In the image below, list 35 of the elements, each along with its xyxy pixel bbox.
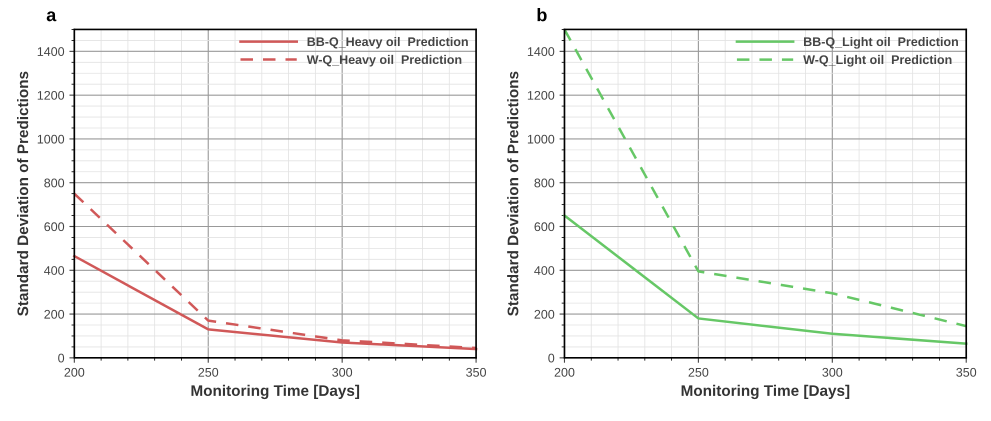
x-tick-label: 300 [332, 368, 352, 377]
y-tick-label: 1000 [38, 134, 64, 144]
y-tick-label: 200 [534, 310, 554, 319]
legend-label: W-Q_Heavy oil Prediction [306, 54, 462, 67]
y-tick-label: 1400 [38, 47, 64, 56]
y-axis-title: Standard Deviation of Predictions [17, 72, 28, 316]
y-tick-label: 0 [58, 354, 64, 362]
y-tick-label: 1200 [528, 90, 554, 100]
chart-title: a [46, 11, 56, 22]
y-tick-label: 1400 [528, 47, 554, 56]
y-tick-label: 600 [44, 222, 64, 232]
y-tick-label: 800 [534, 178, 554, 188]
y-tick-label: 0 [548, 354, 554, 362]
line-series [563, 214, 968, 345]
x-tick-label: 250 [688, 368, 708, 377]
chart-title: b [538, 8, 547, 22]
y-tick-label: 1200 [38, 90, 64, 100]
x-tick-label: 350 [466, 368, 486, 377]
x-tick-label: 350 [956, 368, 976, 377]
y-tick-label: 1000 [528, 134, 554, 144]
y-tick-label: 800 [44, 178, 64, 188]
y-tick-label: 400 [44, 266, 64, 275]
legend-label: W-Q_Light oil Prediction [803, 54, 952, 67]
x-tick-label: 200 [64, 368, 84, 377]
x-axis-title: Monitoring Time [Days] [191, 384, 360, 400]
x-axis-title: Monitoring Time [Days] [682, 384, 850, 400]
y-tick-label: 600 [534, 222, 554, 232]
legend-label: BB-Q_Light oil Prediction [804, 36, 958, 49]
x-tick-label: 200 [554, 368, 574, 377]
x-tick-label: 250 [198, 368, 218, 377]
y-axis-title: Standard Deviation of Predictions [507, 72, 518, 316]
y-tick-label: 400 [534, 266, 554, 275]
x-tick-label: 300 [822, 368, 842, 377]
legend-label: BB-Q_Heavy oil Prediction [308, 36, 468, 49]
y-tick-label: 200 [44, 310, 64, 319]
